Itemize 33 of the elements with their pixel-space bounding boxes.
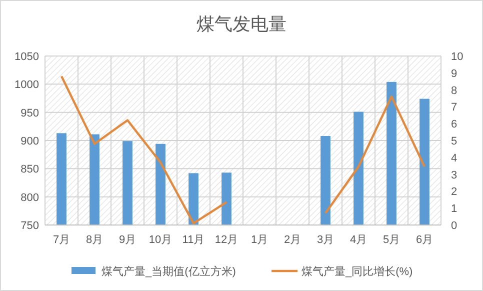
x-tick-label: 5月 [382, 234, 400, 246]
x-tick-label: 7月 [52, 234, 70, 246]
y-tick-label: 950 [20, 107, 39, 120]
y2-tick-label: 5 [451, 136, 458, 148]
legend-label: 煤气产量_同比增长(%) [302, 265, 413, 278]
x-tick-label: 1月 [250, 234, 268, 246]
y-tick-label: 1050 [14, 51, 39, 63]
y2-tick-label: 7 [451, 102, 458, 114]
y-tick-label: 800 [20, 192, 39, 204]
y2-tick-label: 2 [451, 186, 458, 198]
x-tick-label: 4月 [350, 234, 368, 246]
y-tick-label: 1000 [14, 79, 39, 92]
y2-tick-label: 3 [451, 169, 458, 182]
y2-tick-label: 10 [451, 51, 464, 63]
y-tick-label: 850 [20, 164, 39, 176]
x-tick-label: 9月 [118, 234, 136, 246]
y2-tick-label: 1 [451, 203, 458, 216]
x-tick-label: 8月 [86, 234, 104, 246]
y2-tick-label: 9 [451, 68, 458, 80]
x-tick-label: 6月 [416, 234, 434, 246]
x-tick-label: 2月 [284, 234, 302, 246]
y-tick-label: 900 [20, 136, 39, 148]
x-tick-label: 11月 [182, 234, 205, 246]
legend-label: 煤气产量_当期值(亿立方米) [102, 265, 236, 278]
y2-tick-label: 8 [451, 84, 458, 97]
x-tick-label: 10月 [148, 234, 172, 246]
y-tick-label: 750 [20, 220, 39, 232]
y2-tick-label: 0 [451, 220, 458, 232]
y2-tick-label: 6 [451, 118, 458, 131]
chart-title: 煤气发电量 [196, 14, 286, 34]
y2-tick-label: 4 [451, 152, 458, 164]
x-tick-label: 3月 [316, 234, 334, 246]
x-tick-label: 12月 [214, 234, 238, 246]
